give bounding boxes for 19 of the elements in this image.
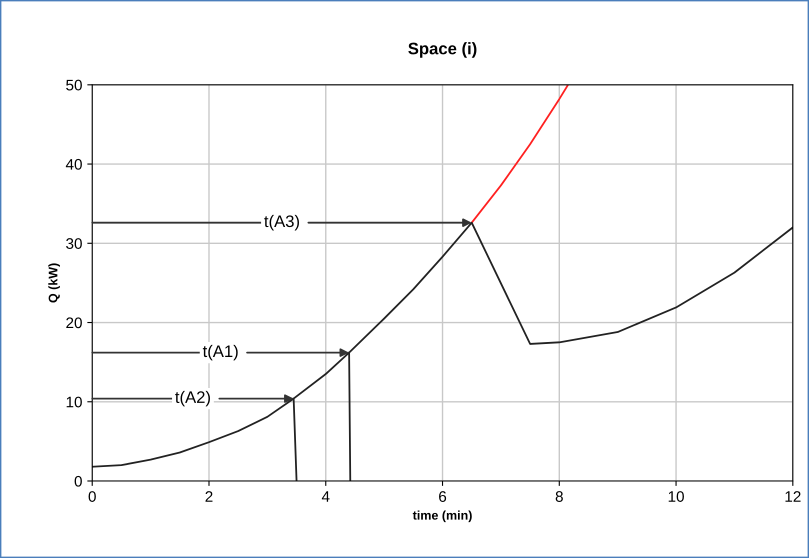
y-tick-label: 0: [74, 476, 82, 487]
annotation: t(A3): [264, 214, 299, 230]
x-tick-label: 2: [206, 491, 212, 502]
x-tick-label: 12: [785, 491, 801, 502]
annotation: t(A2): [175, 390, 210, 406]
x-tick-label: 4: [322, 491, 330, 502]
y-tick-label: 10: [66, 396, 82, 408]
y-tick-label: 30: [66, 238, 82, 249]
y-tick-label: 40: [66, 158, 82, 170]
y-tick-label: 20: [66, 317, 82, 328]
y-axis-title: Q (kW): [48, 263, 60, 303]
x-tick-label: 0: [88, 491, 96, 502]
x-tick-label: 10: [668, 491, 684, 502]
y-tick-label: 50: [66, 80, 82, 90]
annotation: t(A1): [202, 344, 238, 360]
x-tick-label: 6: [439, 491, 446, 502]
x-tick-label: 8: [556, 491, 563, 502]
chart-title: Space (i): [408, 42, 476, 58]
x-axis-title: time (min): [412, 510, 472, 522]
